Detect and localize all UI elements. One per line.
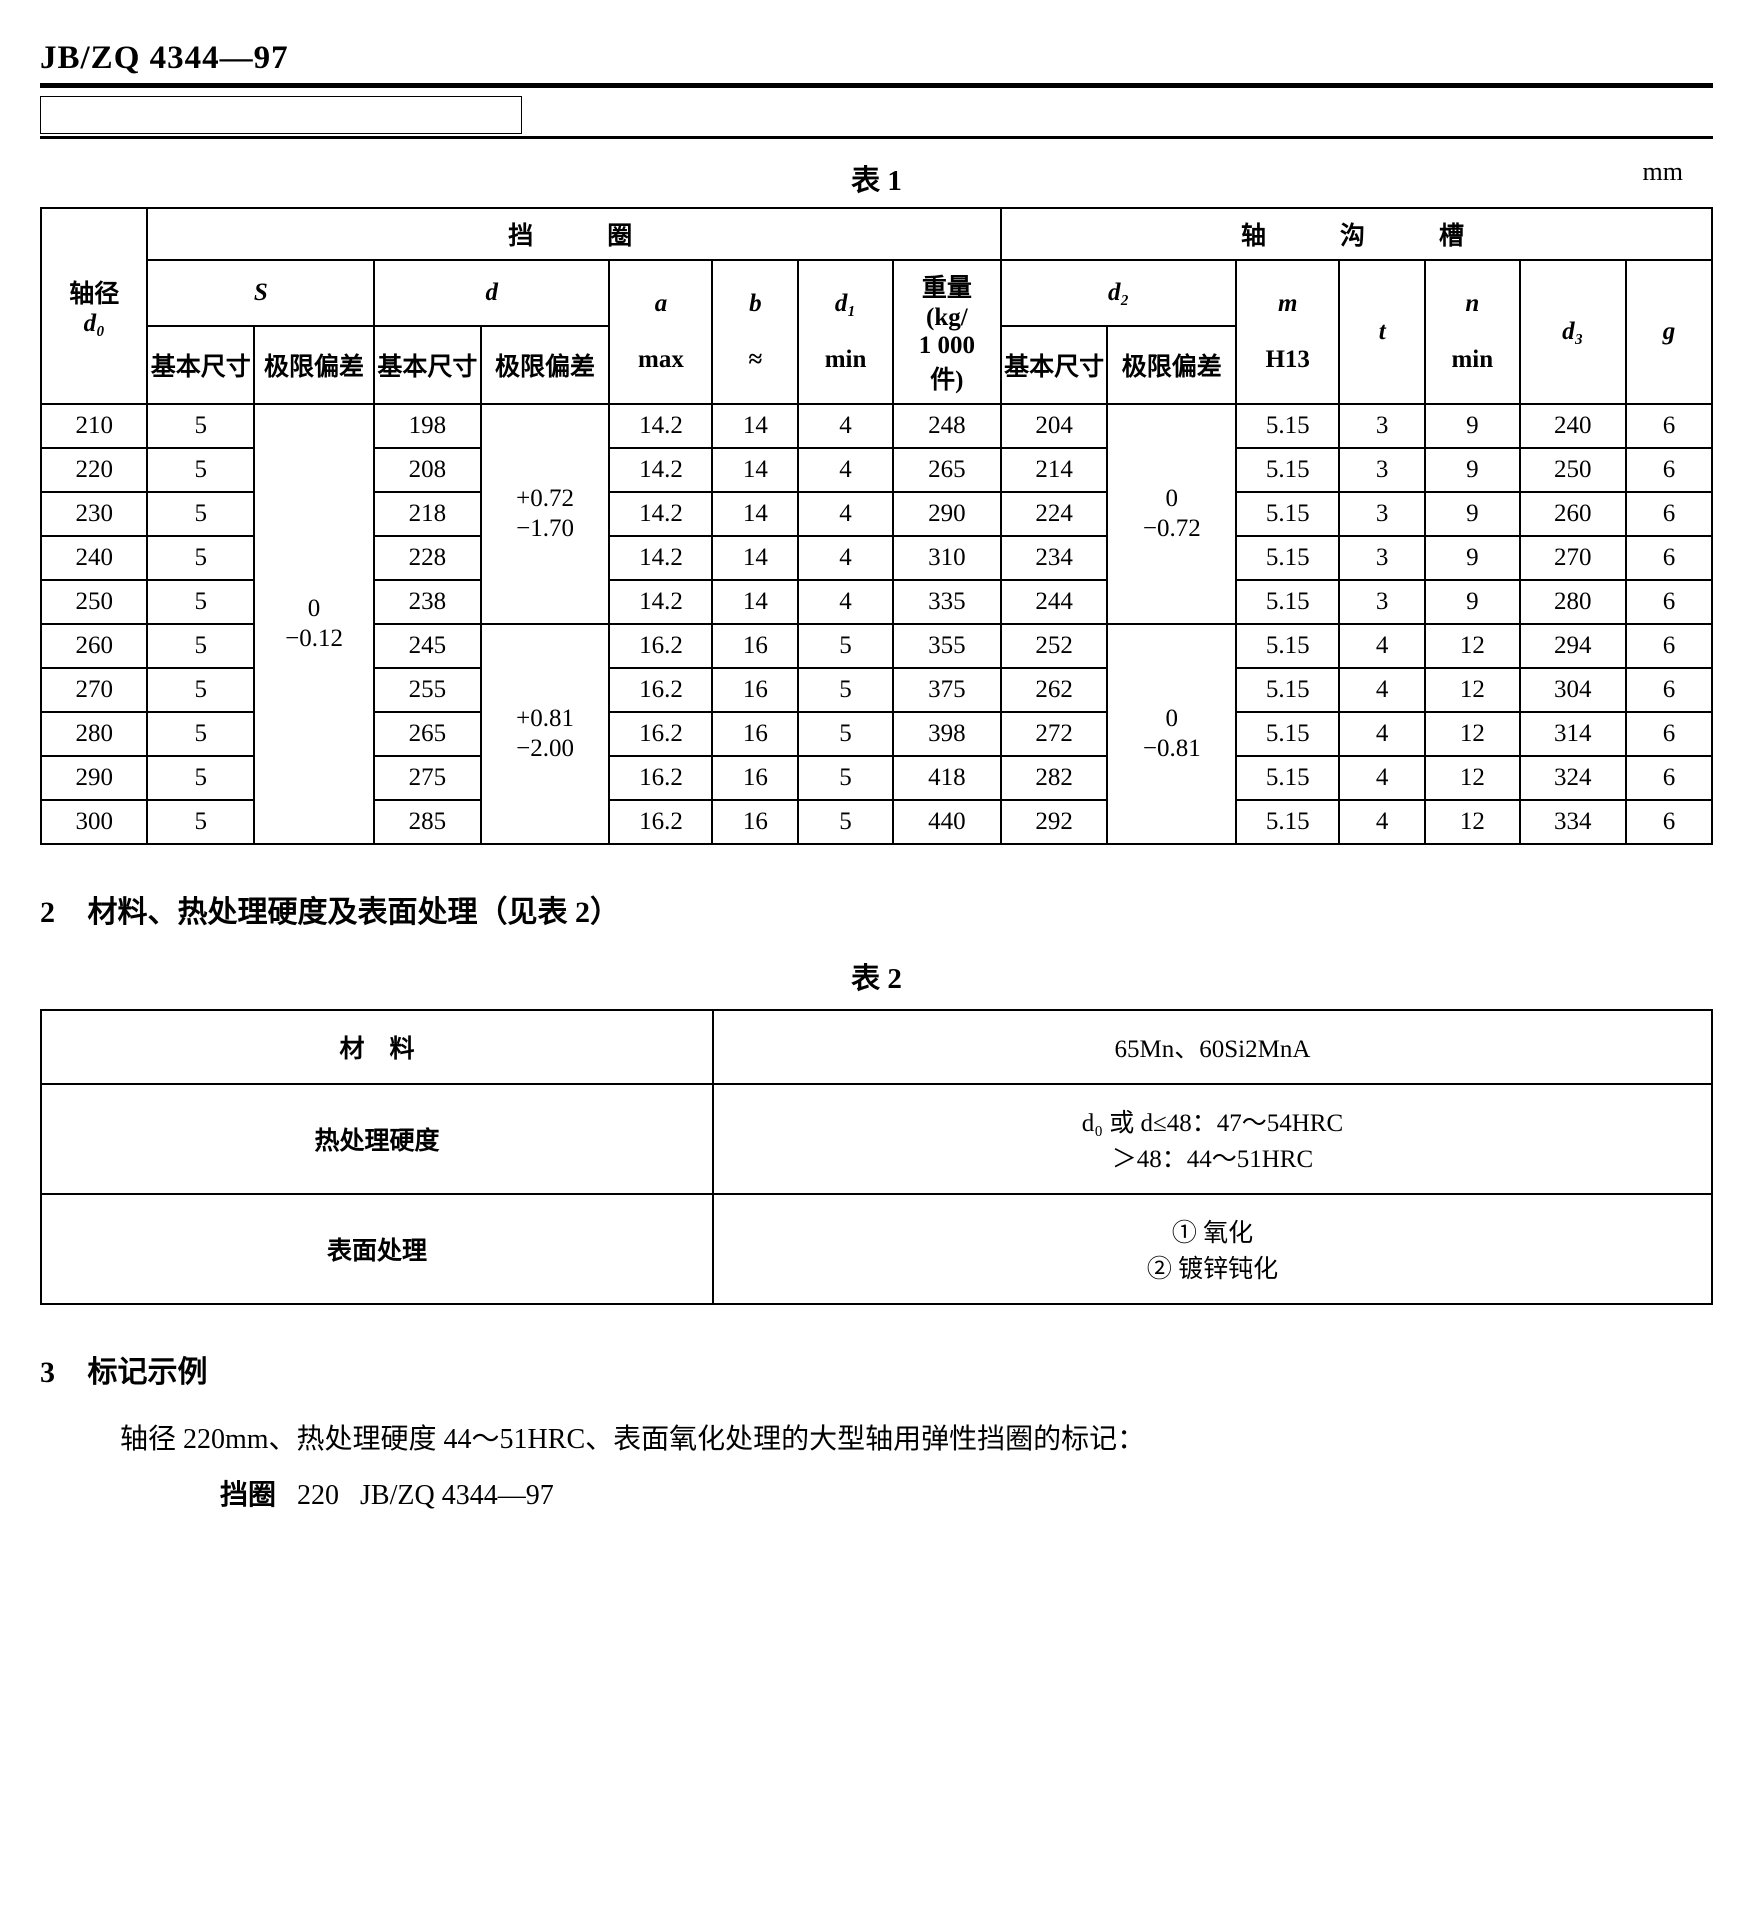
th-S: S — [147, 260, 374, 326]
table1-head: 轴径 d₀ 挡 圈 轴 沟 槽 S d amax b≈ d₁min 重量 (kg… — [41, 208, 1712, 404]
section2-num: 2 — [40, 896, 80, 930]
th-d1: d₁min — [798, 260, 892, 404]
table1-caption: 表 1 — [40, 157, 1713, 199]
header-rule — [40, 83, 1713, 139]
header-stamp-box — [40, 96, 522, 134]
t2-row-material: 材 料 65Mn、60Si2MnA — [41, 1010, 1712, 1084]
table1-unit: mm — [1643, 157, 1683, 187]
th-t: t — [1339, 260, 1425, 404]
th-m: mH13 — [1236, 260, 1339, 404]
t2-material-label: 材 料 — [41, 1010, 713, 1084]
th-d2-basic: 基本尺寸 — [1001, 326, 1107, 404]
section3-num: 3 — [40, 1356, 80, 1390]
th-n: nmin — [1425, 260, 1519, 404]
th-d2: d₂ — [1001, 260, 1236, 326]
table2-caption: 表 2 — [40, 955, 1713, 997]
th-S-basic: 基本尺寸 — [147, 326, 253, 404]
th-weight: 重量 (kg/ 1 000 件) — [893, 260, 1001, 404]
th-d: d — [374, 260, 609, 326]
th-a: amax — [609, 260, 712, 404]
table1-body: 21050−0.12198+0.72−1.7014.21442482040−0.… — [41, 404, 1712, 844]
standard-code: JB/ZQ 4344—97 — [40, 40, 289, 76]
t2-material-value: 65Mn、60Si2MnA — [713, 1010, 1712, 1084]
table1-row: 21050−0.12198+0.72−1.7014.21442482040−0.… — [41, 404, 1712, 448]
th-d-tol: 极限偏差 — [481, 326, 610, 404]
th-S-tol: 极限偏差 — [254, 326, 374, 404]
th-group-groove: 轴 沟 槽 — [1001, 208, 1712, 260]
th-g: g — [1626, 260, 1712, 404]
section3-heading: 3 标记示例 — [40, 1347, 1713, 1391]
t2-surface-label: 表面处理 — [41, 1194, 713, 1304]
page-header: JB/ZQ 4344—97 — [40, 40, 1713, 139]
example-line1: 轴径 220mm、热处理硬度 44～51HRC、表面氧化处理的大型轴用弹性挡圈的… — [120, 1415, 1713, 1465]
t2-row-hardness: 热处理硬度 d₀ 或 d≤48：47～54HRC ＞48：44～51HRC — [41, 1084, 1712, 1194]
t2-row-surface: 表面处理 ① 氧化 ② 镀锌钝化 — [41, 1194, 1712, 1304]
table1-wrap: 表 1 mm 轴径 d₀ 挡 圈 轴 沟 槽 S d amax b≈ — [40, 157, 1713, 845]
section2-title: 材料、热处理硬度及表面处理（见表 2） — [88, 896, 621, 929]
th-d0: 轴径 d₀ — [41, 208, 147, 404]
th-b: b≈ — [712, 260, 798, 404]
table2: 材 料 65Mn、60Si2MnA 热处理硬度 d₀ 或 d≤48：47～54H… — [40, 1009, 1713, 1305]
th-group-ring: 挡 圈 — [147, 208, 1000, 260]
t2-surface-value: ① 氧化 ② 镀锌钝化 — [713, 1194, 1712, 1304]
example-line2: 挡圈 220 JB/ZQ 4344—97 — [220, 1473, 1713, 1513]
th-d3: d₃ — [1520, 260, 1626, 404]
th-d2-tol: 极限偏差 — [1107, 326, 1236, 404]
table1: 轴径 d₀ 挡 圈 轴 沟 槽 S d amax b≈ d₁min 重量 (kg… — [40, 207, 1713, 845]
section2-heading: 2 材料、热处理硬度及表面处理（见表 2） — [40, 887, 1713, 931]
section3-title: 标记示例 — [88, 1356, 208, 1389]
t2-hardness-label: 热处理硬度 — [41, 1084, 713, 1194]
t2-hardness-value: d₀ 或 d≤48：47～54HRC ＞48：44～51HRC — [713, 1084, 1712, 1194]
th-d-basic: 基本尺寸 — [374, 326, 480, 404]
